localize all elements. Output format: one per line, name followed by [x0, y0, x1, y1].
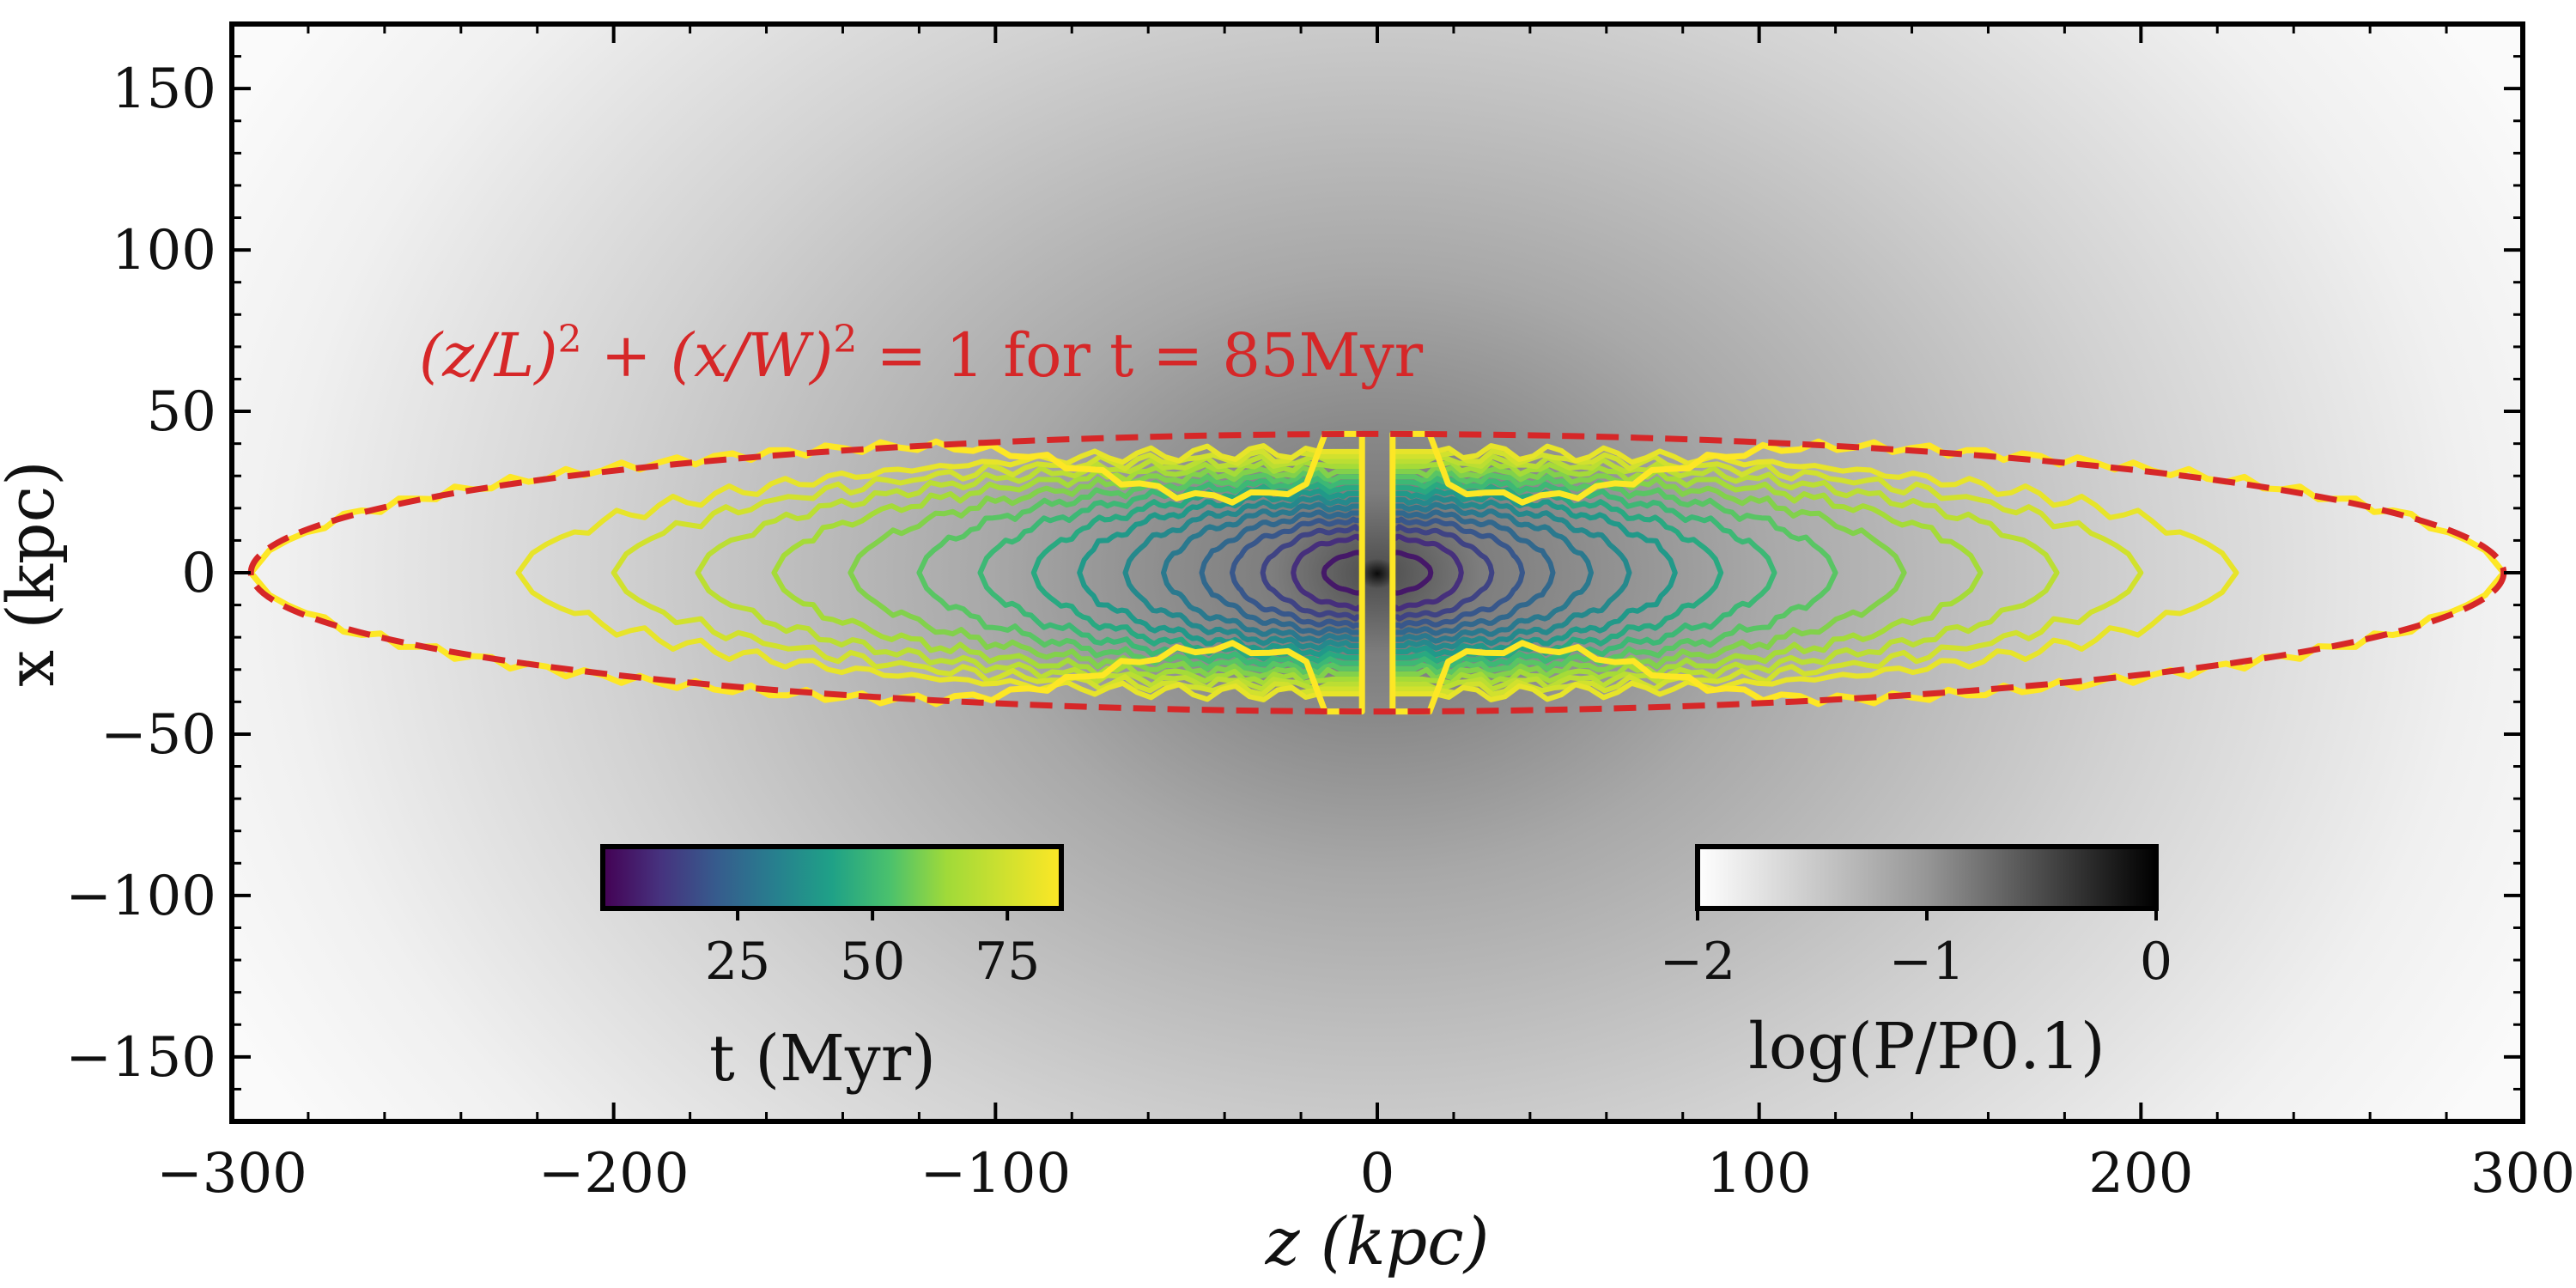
contour-t30-left [1161, 501, 1365, 644]
contour-t20-right [1389, 516, 1525, 629]
annotation-rhs: = 1 for t = 85Myr [857, 320, 1423, 391]
y-tick-label: −50 [100, 703, 216, 767]
y-tick-label: −100 [65, 865, 216, 928]
pressure-colorbar [1695, 844, 2159, 911]
plot-frame [229, 21, 2525, 1124]
contour-t20-left [1230, 516, 1365, 629]
x-tick-label: 0 [1360, 1142, 1395, 1206]
contour-t25-right [1389, 509, 1556, 636]
contour-t80-left [515, 443, 1365, 702]
contour-t15-left [1260, 524, 1365, 622]
contour-t55-right [1389, 470, 1838, 676]
pressure-background [232, 24, 2523, 1121]
ellipse-layer [247, 430, 2507, 715]
contour-t60-right [1389, 465, 1907, 681]
contour-t5-left [1321, 550, 1365, 596]
contour-t60-left [848, 465, 1365, 681]
pressure-cb-tick-label: −2 [1660, 932, 1735, 992]
y-tick-label: 50 [147, 380, 216, 444]
annotation-plus: + (x/W) [582, 320, 834, 391]
time-colorbar-ticks: 25 50 75 [705, 908, 1040, 992]
pressure-cb-tick-label: −1 [1889, 932, 1965, 992]
time-cb-tick-label: 50 [840, 932, 905, 992]
x-tick-label: −200 [538, 1142, 690, 1206]
x-axis-label: z (kpc) [1265, 1203, 1490, 1279]
contour-t55-left [916, 470, 1365, 676]
contour-t40-left [1077, 488, 1365, 658]
time-cb-tick-label: 75 [975, 932, 1040, 992]
annotation-exp1: 2 [558, 318, 582, 361]
pressure-colorbar-ticks: −2 −1 0 [1660, 908, 2172, 992]
time-colorbar [600, 844, 1064, 911]
contour-t10-right [1389, 533, 1464, 612]
y-tick-label: 0 [181, 542, 216, 605]
ellipse-fit [247, 430, 2507, 715]
y-tick-label: −150 [65, 1026, 216, 1090]
time-colorbar-label: t (Myr) [709, 1022, 936, 1096]
contour-t50-left [977, 476, 1365, 670]
x-tick-label: 300 [2470, 1142, 2575, 1206]
y-axis-label: x (kpc) [0, 460, 69, 687]
y-tick-label: 100 [112, 219, 216, 283]
x-tick-label: −100 [920, 1142, 1071, 1206]
time-cb-tick-label: 25 [705, 932, 770, 992]
contour-t65-left [771, 459, 1365, 687]
x-tick-label: 100 [1707, 1142, 1812, 1206]
time-contours [247, 430, 2507, 715]
pressure-cb-tick-label: 0 [2140, 932, 2172, 992]
x-tick-label: 200 [2088, 1142, 2193, 1206]
annotation-exp2: 2 [833, 318, 857, 361]
annotation-lhs: (z/L) [419, 320, 558, 391]
contour-t5-right [1389, 550, 1434, 596]
contour-t70-right [1389, 453, 2060, 692]
contour-t50-right [1389, 476, 1777, 670]
contour-t30-right [1389, 501, 1594, 644]
contour-t35-left [1122, 495, 1365, 651]
contour-t35-right [1389, 495, 1632, 651]
x-tick-labels: −300 −200 −100 0 100 200 300 [156, 1142, 2575, 1206]
contour-t80-right [1389, 443, 2239, 702]
contour-t75-right [1389, 448, 2144, 697]
contour-t75-left [611, 448, 1365, 697]
contour-t15-right [1389, 524, 1495, 622]
contour-t40-right [1389, 488, 1678, 658]
y-tick-labels: 150 100 50 0 −50 −100 −150 [65, 58, 216, 1090]
pressure-colorbar-label: log(P/P0.1) [1748, 1010, 2105, 1084]
contour-t25-left [1199, 509, 1365, 636]
contour-t85-right [1389, 430, 2507, 715]
y-tick-label: 150 [112, 58, 216, 121]
contour-t70-left [695, 453, 1365, 692]
contour-t10-left [1291, 533, 1365, 612]
contour-t65-right [1389, 459, 1984, 687]
x-tick-label: −300 [156, 1142, 307, 1206]
ellipse-annotation: (z/L)2 + (x/W)2 = 1 for t = 85Myr [419, 318, 1424, 391]
contour-t85-left [247, 430, 1365, 715]
